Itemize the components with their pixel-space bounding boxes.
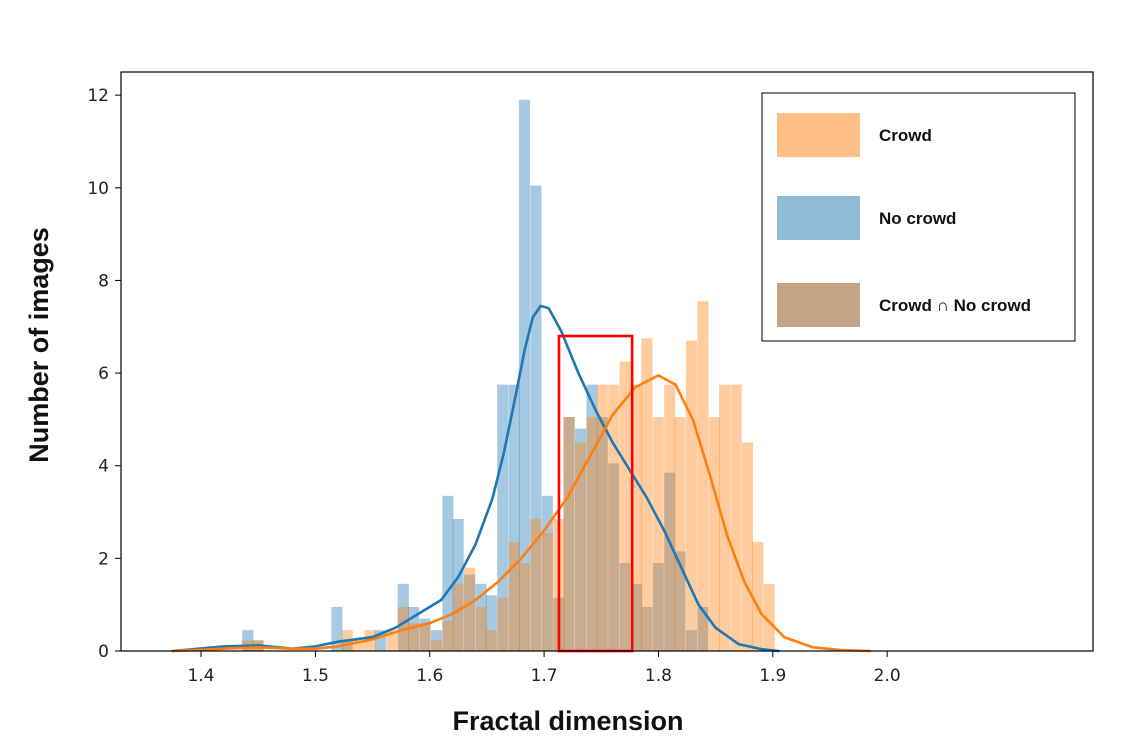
legend-label: Crowd ∩ No crowd bbox=[879, 296, 1031, 315]
y-tick-label: 0 bbox=[98, 642, 109, 662]
crowd-bar bbox=[541, 532, 553, 651]
no-crowd-bar bbox=[596, 417, 608, 651]
no-crowd-bar bbox=[631, 583, 643, 651]
no-crowd-bar bbox=[541, 495, 553, 651]
x-tick-label: 1.8 bbox=[645, 666, 672, 686]
axes-frame bbox=[120, 71, 1094, 652]
no-crowd-bar bbox=[530, 185, 542, 651]
x-axis-title: Fractal dimension bbox=[452, 706, 683, 736]
crowd-bar bbox=[530, 518, 542, 651]
x-tick-label: 2.0 bbox=[874, 666, 901, 686]
crowd-bar bbox=[408, 623, 420, 651]
crowd-bar bbox=[419, 623, 431, 651]
no-crowd-bar bbox=[685, 630, 697, 651]
crowd-bar bbox=[752, 542, 764, 651]
x-tick-label: 1.6 bbox=[416, 666, 443, 686]
crowd-bar bbox=[563, 417, 575, 651]
no-crowd-bar bbox=[419, 618, 431, 651]
crowd-bar bbox=[674, 417, 686, 651]
no-crowd-bar bbox=[508, 384, 520, 651]
crowd-bar bbox=[697, 301, 709, 651]
no-crowd-bar bbox=[331, 606, 343, 651]
no-crowd-bar bbox=[619, 562, 631, 651]
x-tick-label: 1.5 bbox=[302, 666, 329, 686]
y-tick-label: 12 bbox=[87, 86, 109, 106]
no-crowd-bars bbox=[242, 99, 709, 652]
crowd-bar bbox=[464, 567, 476, 651]
no-crowd-bar bbox=[397, 583, 409, 651]
y-tick-label: 8 bbox=[98, 271, 109, 291]
crowd-bar bbox=[475, 606, 487, 651]
no-crowd-bar bbox=[697, 606, 709, 651]
crowd-bar bbox=[518, 562, 531, 651]
no-crowd-bar bbox=[485, 595, 497, 651]
legend-swatch bbox=[777, 113, 860, 157]
no-crowd-bar bbox=[574, 428, 587, 651]
no-crowd-bar bbox=[374, 630, 386, 651]
crowd-bar bbox=[586, 417, 598, 651]
crowd-bar bbox=[574, 442, 587, 651]
kde-lines bbox=[171, 304, 872, 653]
no-crowd-bar bbox=[430, 630, 442, 651]
no-crowd-bar bbox=[242, 630, 254, 651]
no-crowd-bar bbox=[475, 583, 487, 651]
no-crowd-bar bbox=[518, 99, 531, 652]
no-crowd-bar bbox=[674, 551, 686, 651]
crowd-bar bbox=[386, 630, 398, 651]
crowd-kde-line bbox=[171, 374, 872, 653]
crowd-bar bbox=[631, 384, 643, 651]
no-crowd-bar bbox=[563, 417, 575, 651]
no-crowd-bar bbox=[664, 472, 676, 651]
no-crowd-bar bbox=[652, 562, 664, 651]
no-crowd-bar bbox=[464, 574, 476, 651]
crowd-bar bbox=[619, 361, 631, 651]
crowd-bar bbox=[430, 640, 442, 651]
crowd-bar bbox=[763, 583, 775, 651]
crowd-bar bbox=[508, 542, 520, 651]
no-crowd-bar bbox=[442, 495, 454, 651]
legend-label: Crowd bbox=[879, 126, 932, 145]
y-tick-label: 4 bbox=[98, 457, 109, 477]
crowd-bar bbox=[719, 384, 731, 651]
crowd-bar bbox=[353, 640, 365, 651]
x-tick-label: 1.7 bbox=[531, 666, 558, 686]
no-crowd-bar bbox=[408, 606, 420, 651]
y-axis-ticks: 0 2 4 6 8 10 12 bbox=[87, 86, 121, 662]
crowd-bar bbox=[708, 417, 720, 651]
crowd-bar bbox=[730, 384, 742, 651]
y-axis-title: Number of images bbox=[24, 227, 54, 463]
plot-area bbox=[171, 99, 872, 653]
y-tick-label: 6 bbox=[98, 364, 109, 384]
no-crowd-kde-line bbox=[171, 304, 780, 653]
crowd-bar bbox=[442, 620, 454, 651]
y-tick-label: 10 bbox=[87, 179, 109, 199]
legend-swatch bbox=[777, 283, 860, 327]
crowd-bar bbox=[685, 340, 697, 651]
crowd-bar bbox=[641, 338, 653, 651]
crowd-bar bbox=[596, 384, 608, 651]
legend-label: No crowd bbox=[879, 209, 956, 228]
crowd-bar bbox=[452, 583, 464, 651]
crowd-bar bbox=[485, 630, 497, 651]
crowd-bar bbox=[652, 417, 664, 651]
y-tick-label: 2 bbox=[98, 549, 109, 569]
no-crowd-bar bbox=[641, 606, 653, 651]
legend-swatch bbox=[777, 196, 860, 240]
no-crowd-bar bbox=[497, 384, 509, 651]
no-crowd-bar bbox=[608, 463, 620, 651]
x-tick-label: 1.4 bbox=[188, 666, 215, 686]
crowd-bar bbox=[608, 384, 620, 651]
crowd-bar bbox=[741, 442, 754, 651]
no-crowd-bar bbox=[452, 518, 464, 651]
crowd-bar bbox=[664, 384, 676, 651]
x-tick-label: 1.9 bbox=[759, 666, 786, 686]
x-axis-ticks: 1.4 1.5 1.6 1.7 1.8 1.9 2.0 bbox=[188, 651, 901, 686]
legend: Crowd No crowd Crowd ∩ No crowd bbox=[761, 92, 1076, 342]
no-crowd-bar bbox=[586, 384, 598, 651]
crowd-bar bbox=[497, 597, 509, 651]
